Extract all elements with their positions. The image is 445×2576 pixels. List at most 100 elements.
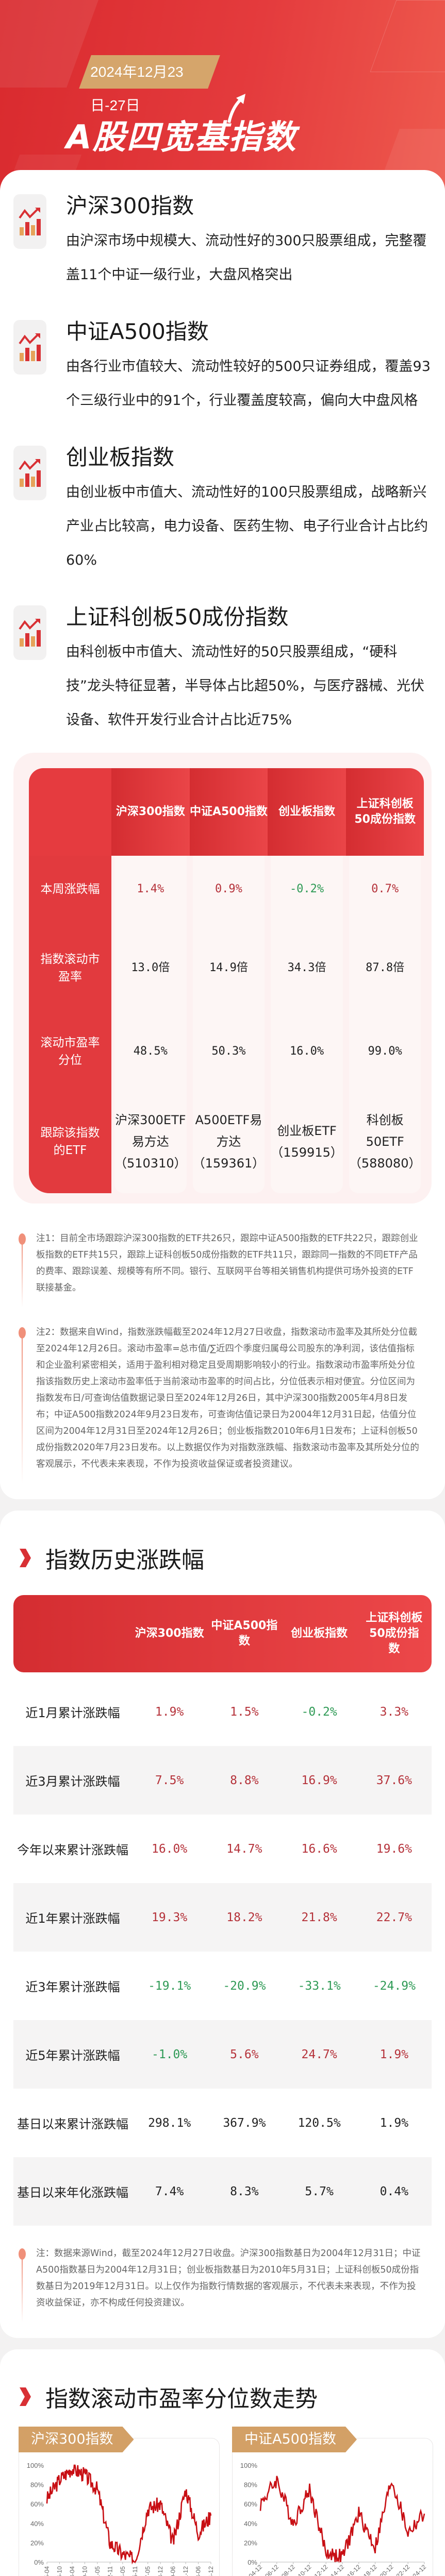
index-name: 中证A500指数	[66, 319, 209, 344]
table-row: 近3年累计涨跌幅 -19.1% -20.9% -33.1% -24.9%	[13, 1952, 432, 2020]
table-cell: -24.9%	[372, 1979, 416, 1993]
index-item: 中证A500指数由各行业市值较大、流动性较好的500只证券组成，覆盖93个三级行…	[13, 319, 432, 418]
table-cell: 7.4%	[155, 2184, 184, 2198]
svg-text:20%: 20%	[30, 2539, 44, 2547]
column-header: 创业板指数	[268, 768, 346, 856]
table-cell: 1.9%	[155, 1705, 184, 1719]
chart-growth-icon	[13, 446, 46, 500]
svg-text:2012-11: 2012-11	[106, 2566, 113, 2576]
table-cell: 8.3%	[230, 2184, 259, 2198]
svg-text:2008-04: 2008-04	[69, 2566, 76, 2576]
row-label: 基日以来年化涨跌幅	[17, 2185, 128, 2200]
index-description: 由科创板中市值大、流动性好的50只股票组成，“硬科技”龙头特征显著，半导体占比超…	[66, 644, 424, 728]
table-cell: -19.1%	[148, 1979, 191, 1993]
row-label: 指数滚动市盈率	[29, 923, 111, 1013]
line-chart: 0% 20% 40% 60% 80% 100% 2005-04 2006-10 2008-04 2…	[27, 2462, 215, 2576]
index-name: 上证科创板50成份指数	[66, 604, 289, 630]
table-cell: 0.9%	[192, 856, 265, 923]
summary-note-2: 注2：数据来自Wind，指数涨跌幅截至2024年12月27日收盘，指数滚动市盈率…	[19, 1318, 432, 1484]
section-heading: 指数滚动市盈率分位数走势	[19, 2380, 432, 2413]
index-name: 创业板指数	[66, 445, 175, 470]
column-header: 沪深300指数	[111, 768, 190, 856]
table-cell: 18.2%	[226, 1910, 262, 1924]
table-cell: 19.6%	[376, 1842, 412, 1856]
svg-text:2011-05: 2011-05	[94, 2566, 101, 2576]
history-note: 注：数据来源Wind，截至2024年12月27日收盘。沪深300指数基日为200…	[19, 2239, 432, 2323]
column-header: 中证A500指数	[211, 1619, 278, 1648]
table-row: 近5年累计涨跌幅 -1.0% 5.6% 24.7% 1.9%	[13, 2020, 432, 2089]
chevron-right-icon	[20, 2387, 31, 2406]
history-table-header: 沪深300指数 中证A500指数 创业板指数 上证科创板50成份指数	[13, 1595, 432, 1672]
column-header: 上证科创板50成份指数	[345, 768, 424, 856]
table-cell: 13.0倍	[114, 923, 187, 1013]
chart-title: 中证A500指数	[232, 2427, 357, 2452]
row-label: 近3月累计涨跌幅	[25, 1774, 120, 1789]
column-header: 沪深300指数	[135, 1627, 204, 1640]
svg-text:2005-04: 2005-04	[43, 2566, 51, 2576]
summary-note-1: 注1：目前全市场跟踪沪深300指数的ETF共26只，跟踪中证A500指数的ETF…	[19, 1224, 432, 1308]
table-cell: 298.1%	[148, 2116, 191, 2130]
hero-title-line1: A股四宽基指数	[66, 118, 297, 157]
table-cell: 7.5%	[155, 1773, 184, 1787]
svg-text:2009-10: 2009-10	[81, 2566, 88, 2576]
svg-text:2023-06: 2023-06	[195, 2566, 202, 2576]
chart-frame: 0% 20% 40% 60% 80% 100% 2005-04 2006-10 2008-04 2…	[19, 2438, 220, 2576]
pe-percentile-chart: 中证A500指数 0% 20% 40% 60% 80% 100% 2004-12 2006-12…	[230, 2427, 433, 2576]
row-label: 本周涨跌幅	[29, 856, 111, 923]
svg-text:40%: 40%	[244, 2520, 257, 2528]
table-cell: 8.8%	[230, 1773, 259, 1787]
chart-frame: 0% 20% 40% 60% 80% 100% 2004-12 2006-12 2008-12 2…	[232, 2438, 433, 2576]
index-name: 沪深300指数	[66, 193, 194, 218]
table-row: 近1年累计涨跌幅 19.3% 18.2% 21.8% 22.7%	[13, 1883, 432, 1952]
index-list: 沪深300指数由沪深市场中规模大、流动性好的300只股票组成，完整覆盖11个中证…	[13, 193, 432, 737]
svg-text:2018-12: 2018-12	[157, 2566, 164, 2576]
row-label: 跟踪该指数的ETF	[29, 1090, 111, 1193]
table-cell: 22.7%	[376, 1910, 412, 1924]
chart-growth-icon	[13, 194, 46, 249]
table-row: 基日以来年化涨跌幅 7.4% 8.3% 5.7% 0.4%	[13, 2157, 432, 2226]
section-title: 指数历史涨跌幅	[45, 1547, 204, 1573]
table-cell: 34.3倍	[271, 923, 343, 1013]
table-cell: 14.9倍	[192, 923, 265, 1013]
table-cell: 24.7%	[301, 2047, 337, 2061]
index-text: 上证科创板50成份指数由科创板中市值大、流动性好的50只股票组成，“硬科技”龙头…	[66, 604, 432, 737]
chart-growth-icon	[13, 605, 46, 660]
svg-text:20%: 20%	[244, 2539, 257, 2547]
row-label: 近5年累计涨跌幅	[25, 2048, 120, 2063]
column-header: 上证科创板50成份指数	[366, 1612, 423, 1655]
etf-name: A500ETF易方达（159361）	[192, 1090, 265, 1193]
row-label: 近1年累计涨跌幅	[25, 1911, 120, 1926]
svg-text:60%: 60%	[244, 2500, 257, 2508]
row-label: 近1月累计涨跌幅	[25, 1706, 120, 1720]
table-cell: 48.5%	[114, 1013, 187, 1090]
row-label: 近3年累计涨跌幅	[25, 1980, 120, 1994]
index-text: 中证A500指数由各行业市值较大、流动性较好的500只证券组成，覆盖93个三级行…	[66, 319, 432, 418]
svg-text:0%: 0%	[248, 2558, 257, 2566]
table-cell: -33.1%	[298, 1979, 341, 1993]
svg-text:2014-05: 2014-05	[119, 2566, 126, 2576]
table-cell: 1.9%	[380, 2116, 409, 2130]
row-label: 今年以来累计涨跌幅	[17, 1843, 128, 1857]
table-cell: 367.9%	[223, 2116, 266, 2130]
table-cell: 16.0%	[152, 1842, 188, 1856]
index-item: 创业板指数 由创业板中市值大、流动性好的100只股票组成，战略新兴产业占比较高，电…	[13, 445, 432, 578]
table-cell: 14.7%	[226, 1842, 262, 1856]
index-description: 由各行业市值较大、流动性较好的500只证券组成，覆盖93个三级行业中的91个，行…	[66, 359, 431, 409]
hero-decoration	[370, 0, 445, 72]
pe-trend-card: 指数滚动市盈率分位数走势 沪深300指数 0% 20% 40% 60% 80% 100% 20…	[0, 2349, 445, 2576]
svg-text:100%: 100%	[27, 2462, 44, 2469]
table-cell: 99.0%	[349, 1013, 421, 1090]
line-chart: 0%20%40%60%80%100%2004-122006-122008-122…	[240, 2462, 428, 2576]
table-cell: -1.0%	[152, 2047, 188, 2061]
overview-card: 沪深300指数由沪深市场中规模大、流动性好的300只股票组成，完整覆盖11个中证…	[0, 170, 445, 1499]
svg-text:2006-10: 2006-10	[56, 2566, 63, 2576]
table-cell: 16.9%	[301, 1773, 337, 1787]
history-table-body: 近1月累计涨跌幅 1.9% 1.5% -0.2% 3.3% 近3月累计涨跌幅 7.5% 8.8…	[13, 1677, 432, 2226]
chart-growth-icon	[13, 320, 46, 375]
index-description: 由沪深市场中规模大、流动性好的300只股票组成，完整覆盖11个中证一级行业，大盘…	[66, 233, 427, 283]
table-cell: 0.4%	[380, 2184, 409, 2198]
table-cell: 1.9%	[380, 2047, 409, 2061]
table-cell: -20.9%	[223, 1979, 266, 1993]
table-cell: 19.3%	[152, 1910, 188, 1924]
